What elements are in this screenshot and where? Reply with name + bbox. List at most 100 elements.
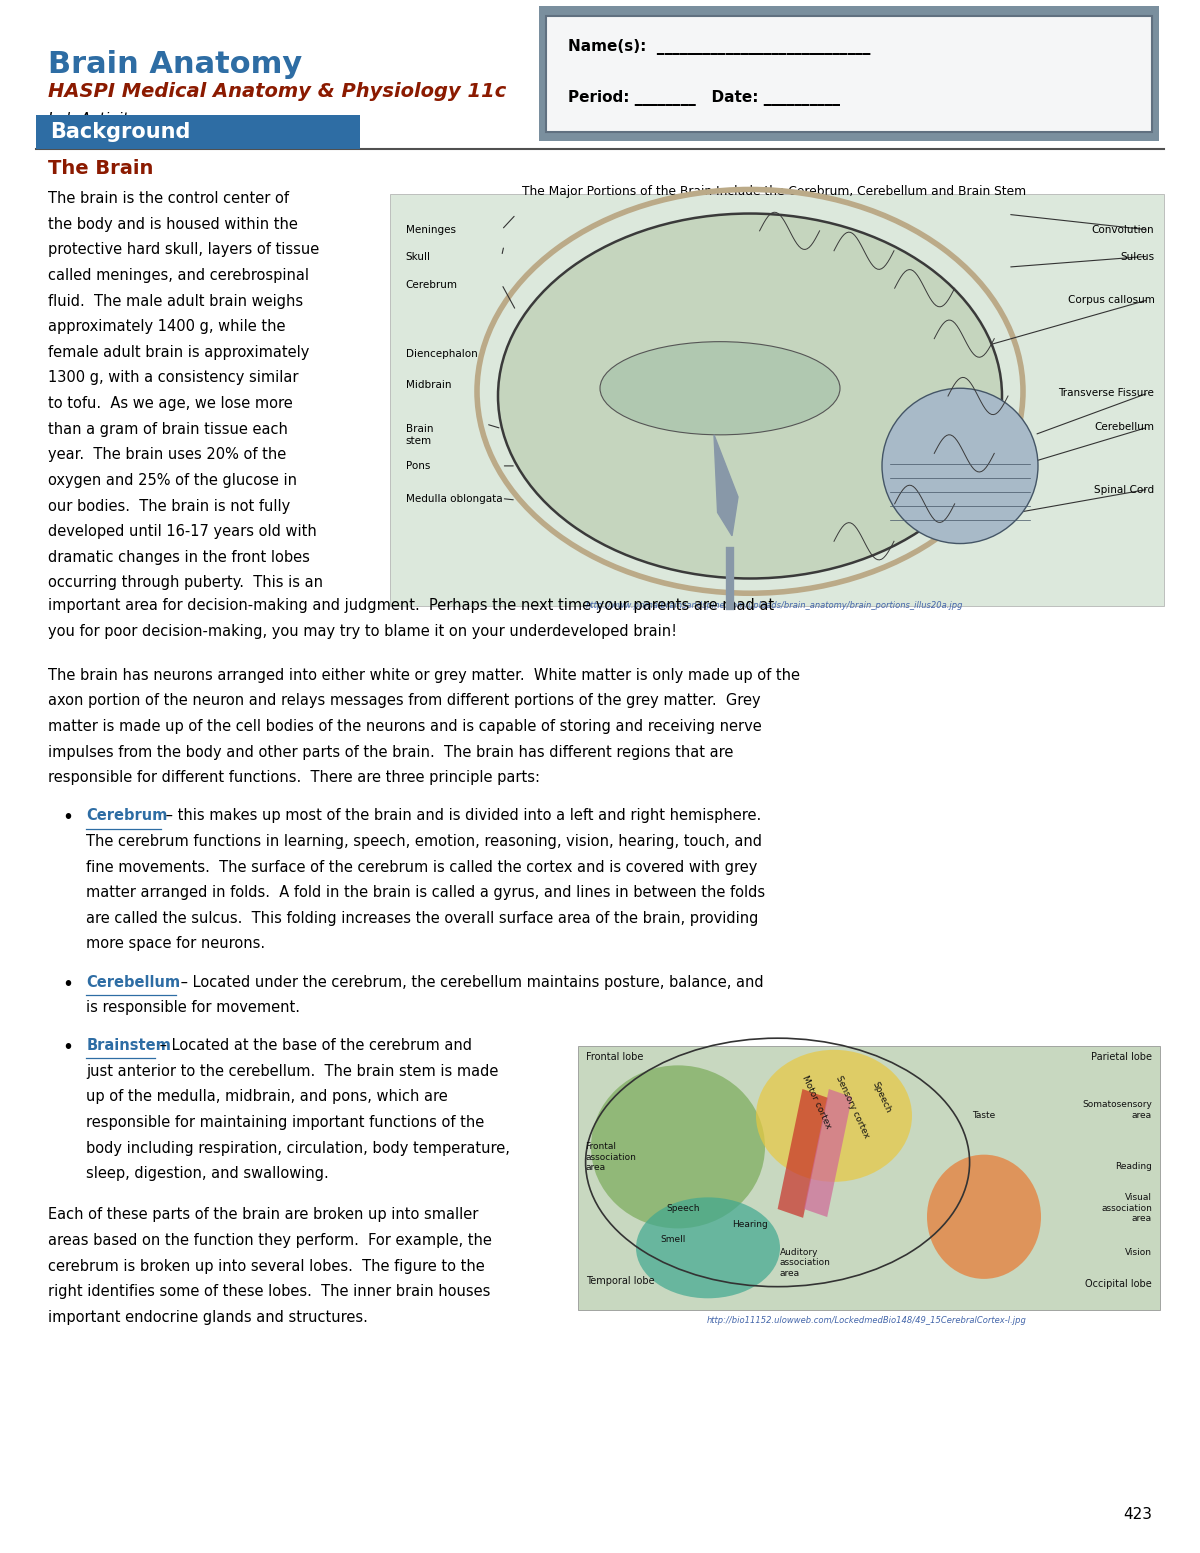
Text: dramatic changes in the front lobes: dramatic changes in the front lobes [48,550,310,565]
Text: Taste: Taste [972,1112,996,1120]
Text: responsible for maintaining important functions of the: responsible for maintaining important fu… [86,1115,485,1131]
Text: Occipital lobe: Occipital lobe [1085,1280,1152,1289]
Text: •: • [62,975,73,994]
Text: – Located under the cerebrum, the cerebellum maintains posture, balance, and: – Located under the cerebrum, the cerebe… [176,975,764,989]
Text: Cerebellum: Cerebellum [1094,422,1154,432]
Text: Diencephalon: Diencephalon [406,349,478,359]
Text: Medulla oblongata: Medulla oblongata [406,494,503,503]
Text: The brain has neurons arranged into either white or grey matter.  White matter i: The brain has neurons arranged into eith… [48,668,800,683]
Text: fluid.  The male adult brain weighs: fluid. The male adult brain weighs [48,294,304,309]
Text: Cerebrum: Cerebrum [406,280,457,289]
Text: Midbrain: Midbrain [406,380,451,390]
Text: •: • [62,809,73,828]
Text: Meninges: Meninges [406,225,456,235]
Text: year.  The brain uses 20% of the: year. The brain uses 20% of the [48,447,287,463]
Text: right identifies some of these lobes.  The inner brain houses: right identifies some of these lobes. Th… [48,1284,491,1300]
Text: cerebrum is broken up into several lobes.  The figure to the: cerebrum is broken up into several lobes… [48,1259,485,1273]
Text: axon portion of the neuron and relays messages from different portions of the gr: axon portion of the neuron and relays me… [48,693,761,708]
Text: just anterior to the cerebellum.  The brain stem is made: just anterior to the cerebellum. The bra… [86,1064,499,1079]
Text: fine movements.  The surface of the cerebrum is called the cortex and is covered: fine movements. The surface of the cereb… [86,860,757,874]
Text: the body and is housed within the: the body and is housed within the [48,216,298,231]
Text: Brain
stem: Brain stem [406,424,433,446]
Text: The brain is the control center of: The brain is the control center of [48,191,289,207]
Bar [390,194,1164,606]
Text: Spinal Cord: Spinal Cord [1094,485,1154,494]
Ellipse shape [636,1197,780,1298]
Text: areas based on the function they perform.  For example, the: areas based on the function they perform… [48,1233,492,1249]
Text: Corpus callosum: Corpus callosum [1068,295,1154,304]
Text: impulses from the body and other parts of the brain.  The brain has different re: impulses from the body and other parts o… [48,745,733,759]
Bar [804,1089,852,1218]
Text: – this makes up most of the brain and is divided into a left and right hemispher: – this makes up most of the brain and is… [161,809,761,823]
Text: Auditory
association
area: Auditory association area [780,1249,830,1278]
Text: responsible for different functions.  There are three principle parts:: responsible for different functions. The… [48,770,540,786]
Bar [36,115,360,149]
Text: oxygen and 25% of the glucose in: oxygen and 25% of the glucose in [48,472,298,488]
Text: Brainstem: Brainstem [86,1039,172,1053]
Text: more space for neurons.: more space for neurons. [86,936,265,952]
Text: 1300 g, with a consistency similar: 1300 g, with a consistency similar [48,371,299,385]
Text: Visual
association
area: Visual association area [1102,1194,1152,1224]
Ellipse shape [882,388,1038,544]
FancyBboxPatch shape [546,16,1152,132]
Text: Pons: Pons [406,461,430,471]
Text: up of the medulla, midbrain, and pons, which are: up of the medulla, midbrain, and pons, w… [86,1090,448,1104]
Text: The Brain: The Brain [48,160,154,179]
Text: Sulcus: Sulcus [1121,252,1154,261]
Text: Cerebrum: Cerebrum [86,809,168,823]
Polygon shape [714,435,738,536]
Text: Somatosensory
area: Somatosensory area [1082,1101,1152,1120]
Text: important endocrine glands and structures.: important endocrine glands and structure… [48,1311,368,1325]
Text: Lab Activity: Lab Activity [48,112,138,127]
Text: Convolution: Convolution [1092,225,1154,235]
Text: called meninges, and cerebrospinal: called meninges, and cerebrospinal [48,267,310,283]
Text: sleep, digestion, and swallowing.: sleep, digestion, and swallowing. [86,1166,329,1182]
Text: Frontal
association
area: Frontal association area [586,1143,636,1173]
Text: body including respiration, circulation, body temperature,: body including respiration, circulation,… [86,1141,510,1155]
Text: The Major Portions of the Brain Include the Cerebrum, Cerebellum and Brain Stem: The Major Portions of the Brain Include … [522,185,1026,197]
Text: http://www.primalbrainsandspine.com/uploads/brain_anatomy/brain_portions_illus20: http://www.primalbrainsandspine.com/uplo… [586,601,962,610]
Text: developed until 16-17 years old with: developed until 16-17 years old with [48,525,317,539]
Text: •: • [62,1039,73,1058]
Text: to tofu.  As we age, we lose more: to tofu. As we age, we lose more [48,396,293,412]
Text: Reading: Reading [1115,1163,1152,1171]
Text: Frontal lobe: Frontal lobe [586,1053,643,1062]
Text: Speech: Speech [666,1205,700,1213]
Text: Smell: Smell [660,1236,685,1244]
Text: Skull: Skull [406,252,431,261]
FancyBboxPatch shape [539,6,1159,141]
Text: protective hard skull, layers of tissue: protective hard skull, layers of tissue [48,242,319,258]
Text: Name(s):  ____________________________: Name(s): ____________________________ [568,39,870,54]
Text: HASPI Medical Anatomy & Physiology 11c: HASPI Medical Anatomy & Physiology 11c [48,82,506,101]
Text: is responsible for movement.: is responsible for movement. [86,1000,300,1016]
Text: Sensory cortex: Sensory cortex [834,1075,870,1140]
Text: Temporal lobe: Temporal lobe [586,1277,654,1286]
Text: you for poor decision-making, you may try to blame it on your underdeveloped bra: you for poor decision-making, you may tr… [48,623,677,638]
Text: 423: 423 [1123,1506,1152,1522]
Text: Parietal lobe: Parietal lobe [1091,1053,1152,1062]
Text: matter is made up of the cell bodies of the neurons and is capable of storing an: matter is made up of the cell bodies of … [48,719,762,735]
Text: – Located at the base of the cerebrum and: – Located at the base of the cerebrum an… [155,1039,472,1053]
Text: approximately 1400 g, while the: approximately 1400 g, while the [48,320,286,334]
Text: than a gram of brain tissue each: than a gram of brain tissue each [48,422,288,436]
Ellipse shape [590,1065,766,1228]
Text: Background: Background [50,123,191,141]
Text: Cerebellum: Cerebellum [86,975,180,989]
Ellipse shape [498,214,1002,579]
Ellipse shape [600,342,840,435]
Text: Each of these parts of the brain are broken up into smaller: Each of these parts of the brain are bro… [48,1208,479,1222]
Ellipse shape [756,1050,912,1182]
Bar [778,1089,828,1218]
Text: Motor cortex: Motor cortex [799,1075,833,1131]
Text: Vision: Vision [1126,1249,1152,1256]
Text: our bodies.  The brain is not fully: our bodies. The brain is not fully [48,499,290,514]
Text: The cerebrum functions in learning, speech, emotion, reasoning, vision, hearing,: The cerebrum functions in learning, spee… [86,834,762,849]
Text: Hearing: Hearing [732,1221,768,1228]
Text: http://bio11152.ulowweb.com/LockedmedBio148/49_15CerebralCortex-l.jpg: http://bio11152.ulowweb.com/LockedmedBio… [707,1317,1026,1325]
Ellipse shape [926,1155,1042,1280]
Text: are called the sulcus.  This folding increases the overall surface area of the b: are called the sulcus. This folding incr… [86,912,758,926]
Text: matter arranged in folds.  A fold in the brain is called a gyrus, and lines in b: matter arranged in folds. A fold in the … [86,885,766,901]
Text: occurring through puberty.  This is an: occurring through puberty. This is an [48,576,323,590]
Text: Speech: Speech [871,1081,893,1114]
Text: Period: ________   Date: __________: Period: ________ Date: __________ [568,90,840,106]
